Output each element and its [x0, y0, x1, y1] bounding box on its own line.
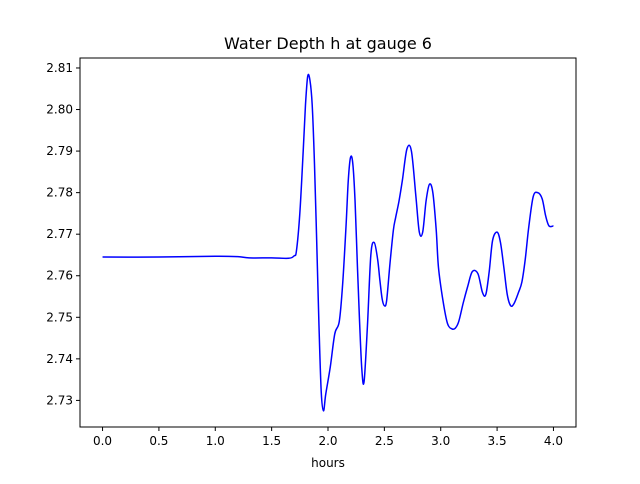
y-axis-ticks: 2.73 2.74 2.75 2.76 2.77 2.78 2.79 2.80 2.81	[46, 61, 80, 407]
y-tick-label: 2.80	[46, 103, 73, 117]
x-tick-label: 3.5	[488, 434, 507, 448]
x-axis-ticks: 0.0 0.5 1.0 1.5 2.0 2.5 3.0 3.5 4.0	[93, 427, 563, 448]
x-tick-label: 1.0	[206, 434, 225, 448]
x-tick-label: 4.0	[544, 434, 563, 448]
series-line	[102, 73, 554, 412]
x-tick-label: 2.5	[375, 434, 394, 448]
y-tick-label: 2.76	[46, 269, 73, 283]
y-tick-label: 2.81	[46, 61, 73, 75]
x-tick-label: 1.5	[262, 434, 281, 448]
y-tick-label: 2.79	[46, 144, 73, 158]
x-tick-label: 0.0	[93, 434, 112, 448]
x-tick-label: 2.0	[318, 434, 337, 448]
y-tick-label: 2.73	[46, 393, 73, 407]
y-tick-label: 2.74	[46, 352, 73, 366]
x-tick-label: 3.0	[431, 434, 450, 448]
x-tick-label: 0.5	[149, 434, 168, 448]
y-tick-label: 2.78	[46, 186, 73, 200]
chart-title: Water Depth h at gauge 6	[224, 34, 432, 53]
x-axis-label: hours	[311, 456, 345, 470]
axes-frame	[79, 57, 577, 428]
plot-area	[102, 73, 554, 412]
y-tick-label: 2.77	[46, 227, 73, 241]
y-tick-label: 2.75	[46, 310, 73, 324]
